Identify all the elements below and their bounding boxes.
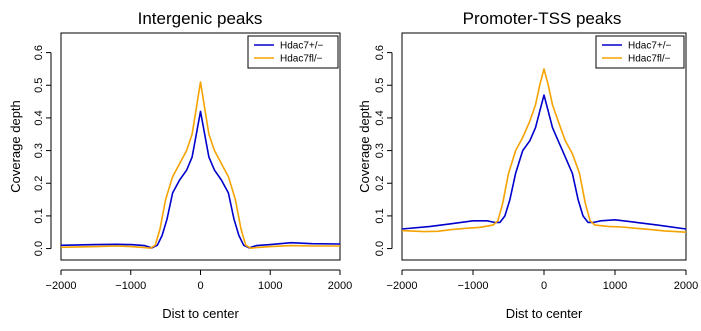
legend-label: Hdac7fl/− (628, 54, 671, 65)
series-line-1 (401, 68, 687, 233)
x-tick-label: 1000 (258, 280, 282, 292)
series-line-1 (60, 81, 340, 249)
panel-intergenic: Intergenic peaks −2000 −1000 0 1000 2000 Dist … (8, 9, 352, 321)
x-tick-label: 0 (197, 280, 203, 292)
legend-box (595, 35, 685, 69)
plot-frame (401, 32, 687, 261)
x-axis-label: Dist to center (162, 306, 239, 321)
y-tick-label: 0.6 (374, 45, 386, 60)
y-tick-label: 0.5 (374, 78, 386, 93)
y-tick-label: 0.3 (33, 143, 45, 158)
legend-box (247, 35, 339, 69)
x-axis-label: Dist to center (506, 306, 583, 321)
chart-title: Intergenic peaks (138, 9, 263, 28)
panel-promoter-tss: Promoter-TSS peaks −2000 −1000 0 1000 2000 Dis… (357, 9, 698, 321)
y-axis-label: Coverage depth (357, 100, 372, 193)
series-line-0 (401, 94, 687, 230)
y-tick-label: 0.0 (33, 241, 45, 256)
legend-label: Hdac7+/− (280, 41, 324, 52)
legend-label: Hdac7fl/− (280, 54, 323, 65)
y-tick-label: 0.2 (374, 176, 386, 191)
x-tick-label: −2000 (46, 280, 77, 292)
chart-title: Promoter-TSS peaks (463, 9, 622, 28)
y-tick-label: 0.4 (33, 110, 45, 125)
y-tick-label: 0.1 (374, 208, 386, 223)
plot-frame (60, 32, 341, 261)
x-tick-label: −1000 (458, 280, 489, 292)
y-axis-label: Coverage depth (8, 100, 23, 193)
x-tick-label: 0 (541, 280, 547, 292)
y-tick-label: 0.0 (374, 241, 386, 256)
x-tick-label: 2000 (328, 280, 352, 292)
y-tick-label: 0.1 (33, 208, 45, 223)
x-tick-label: −2000 (387, 280, 418, 292)
y-tick-label: 0.6 (33, 45, 45, 60)
x-tick-label: 2000 (674, 280, 698, 292)
x-tick-label: −1000 (115, 280, 146, 292)
y-tick-label: 0.4 (374, 110, 386, 125)
legend-label: Hdac7+/− (628, 41, 672, 52)
series-line-0 (60, 110, 341, 249)
y-tick-label: 0.3 (374, 143, 386, 158)
x-tick-label: 1000 (603, 280, 627, 292)
y-tick-label: 0.2 (33, 176, 45, 191)
y-tick-label: 0.5 (33, 78, 45, 93)
